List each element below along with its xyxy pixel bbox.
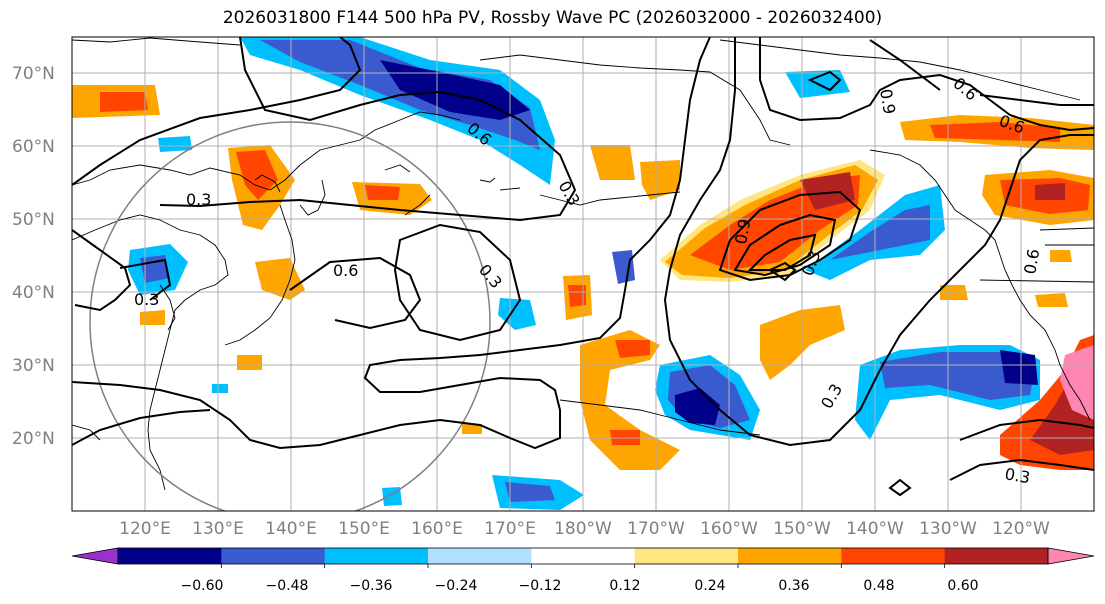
map-gridlines (72, 37, 1094, 511)
colorbar-tick-label: −0.48 (266, 578, 309, 594)
colorbar-tick-label: 0.60 (947, 578, 978, 594)
colorbar-segment (118, 548, 222, 564)
map-title: 2026031800 F144 500 hPa PV, Rossby Wave … (222, 8, 883, 28)
colorbar-segment (428, 548, 532, 564)
contour-label: 0.6 (1020, 247, 1043, 275)
contour-label: 0.3 (186, 190, 211, 209)
longitude-label: 170°E (484, 519, 536, 539)
longitude-label: 140°W (846, 519, 904, 539)
region-circle (89, 121, 491, 511)
colorbar-segment (324, 548, 429, 564)
latitude-label: 20°N (12, 429, 55, 449)
positive-anomaly-gulf-and-coast (900, 115, 1094, 470)
longitude-labels: 120°E 130°E 140°E 150°E 160°E 170°E 180°… (119, 519, 1050, 539)
colorbar (71, 547, 1095, 568)
colorbar-segment (221, 548, 326, 564)
longitude-label: 150°E (338, 519, 390, 539)
colorbar-tick-label: −0.24 (435, 578, 478, 594)
colorbar-segment (738, 548, 842, 564)
longitude-label: 160°W (700, 519, 758, 539)
coastlines (72, 37, 1094, 491)
longitude-label: 180°W (554, 519, 612, 539)
latitude-label: 50°N (12, 210, 55, 230)
longitude-label: 120°E (119, 519, 171, 539)
longitude-label: 160°E (411, 519, 463, 539)
colorbar-tick-label: 0.36 (778, 578, 809, 594)
colorbar-frame (117, 547, 1049, 565)
colorbar-extend-low (71, 547, 119, 565)
contour-label: 0.9 (876, 87, 899, 115)
colorbar-extend-high (1047, 547, 1095, 565)
latitude-label: 40°N (12, 283, 55, 303)
contour-label: 0.3 (134, 290, 159, 309)
pv-contours (72, 37, 1094, 497)
longitude-label: 130°E (192, 519, 244, 539)
colorbar-segment (531, 548, 636, 564)
longitude-label: 150°W (773, 519, 831, 539)
latitude-label: 30°N (12, 356, 55, 376)
latitude-labels: 70°N 60°N 50°N 40°N 30°N 20°N (12, 64, 55, 449)
colorbar-tick-label: −0.36 (350, 578, 393, 594)
colorbar-tick-label: −0.60 (181, 578, 224, 594)
colorbar-segment (944, 548, 1049, 564)
contour-label: 0.6 (333, 261, 358, 280)
contour-label: 0.9 (731, 217, 754, 245)
colorbar-tick-label: 0.24 (694, 578, 725, 594)
longitude-label: 170°W (627, 519, 685, 539)
contour-label: 0.3 (1003, 464, 1031, 487)
colorbar-tick-label: 0.12 (609, 578, 640, 594)
latitude-label: 60°N (12, 137, 55, 157)
longitude-label: 130°W (919, 519, 977, 539)
colorbar-tick-label: 0.48 (863, 578, 894, 594)
colorbar-tick-label: −0.12 (519, 578, 562, 594)
colorbar-segment (634, 548, 739, 564)
colorbar-segment (841, 548, 946, 564)
negative-anomaly-small (128, 70, 850, 510)
latitude-label: 70°N (12, 64, 55, 84)
longitude-label: 120°W (992, 519, 1050, 539)
colorbar-tick-labels: −0.60 −0.48 −0.36 −0.24 −0.12 0.12 0.24 … (181, 578, 979, 594)
longitude-label: 140°E (265, 519, 317, 539)
map-frame (71, 36, 1095, 512)
